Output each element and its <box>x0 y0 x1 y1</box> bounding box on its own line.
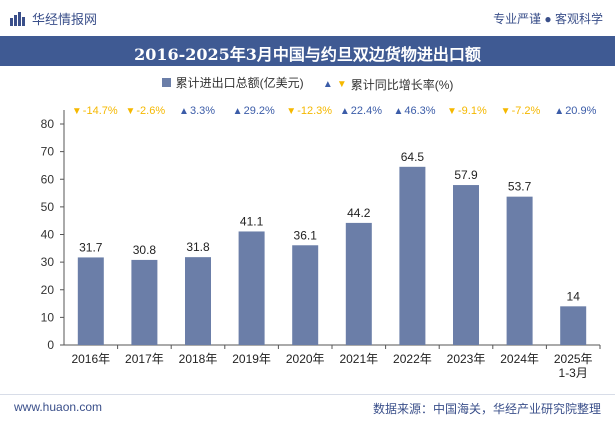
bar <box>185 257 211 345</box>
y-tick-label: 0 <box>47 338 54 352</box>
x-tick-label: 2024年 <box>500 352 539 366</box>
legend-swatch-bar <box>161 78 171 87</box>
bar <box>77 257 104 345</box>
growth-down-triangle: ▼ <box>447 106 457 117</box>
footer-bar <box>0 394 615 428</box>
growth-up-triangle: ▲ <box>393 106 403 117</box>
y-tick-label: 10 <box>41 310 55 324</box>
growth-up-triangle: ▲ <box>340 106 350 117</box>
y-tick-label: 20 <box>41 283 55 297</box>
legend-item-total: 累计进出口总额(亿美元) <box>161 74 304 91</box>
triangle-down-icon: ▼ <box>336 79 347 90</box>
legend-label-total: 累计进出口总额(亿美元) <box>175 76 304 90</box>
growth-rate-label: -7.2% <box>512 105 541 117</box>
bar <box>560 306 587 345</box>
x-tick-label: 2017年 <box>125 352 164 366</box>
growth-rate-label: -14.7% <box>83 105 118 117</box>
legend-label-growth: 累计同比增长率(%) <box>350 78 454 92</box>
bar <box>453 185 479 345</box>
y-tick-label: 60 <box>41 172 55 186</box>
bar-value-label: 57.9 <box>454 168 478 182</box>
bar-value-label: 53.7 <box>508 180 532 194</box>
bar-value-label: 31.7 <box>79 240 103 254</box>
x-tick-label: 2022年 <box>393 352 432 366</box>
y-tick-label: 30 <box>41 255 55 269</box>
growth-rate-label: -12.3% <box>297 105 332 117</box>
legend-item-growth: ▲ ▼ 累计同比增长率(%) <box>323 76 453 93</box>
brand: 华经情报网 <box>10 9 97 28</box>
growth-down-triangle: ▼ <box>72 106 82 117</box>
x-tick-label: 2020年 <box>286 352 325 366</box>
bar-value-label: 44.2 <box>347 206 371 220</box>
bar <box>506 196 533 345</box>
growth-rate-label: -2.6% <box>136 105 165 117</box>
x-tick-label: 2021年 <box>339 352 378 366</box>
footer-website: www.huaon.com <box>14 400 103 414</box>
brand-name: 华经情报网 <box>32 12 98 27</box>
x-tick-label: 2023年 <box>447 352 486 366</box>
brand-logo-icon <box>10 11 25 26</box>
bar-value-label: 64.5 <box>401 150 425 164</box>
growth-down-triangle: ▼ <box>125 106 135 117</box>
bar <box>345 222 372 345</box>
bar <box>292 245 319 345</box>
growth-rate-label: 29.2% <box>244 105 275 117</box>
bar <box>399 166 426 345</box>
growth-up-triangle: ▲ <box>233 106 243 117</box>
x-tick-label: 1-3月 <box>559 366 588 380</box>
bar-value-label: 36.1 <box>294 228 318 242</box>
y-tick-label: 70 <box>41 145 55 159</box>
bar <box>238 231 265 345</box>
bar-value-label: 41.1 <box>240 214 264 228</box>
x-tick-label: 2019年 <box>232 352 271 366</box>
growth-down-triangle: ▼ <box>286 106 296 117</box>
growth-rate-label: 22.4% <box>351 105 382 117</box>
growth-rate-label: 20.9% <box>565 105 596 117</box>
y-tick-label: 50 <box>41 200 55 214</box>
legend: 累计进出口总额(亿美元) ▲ ▼ 累计同比增长率(%) <box>0 74 615 93</box>
bar-value-label: 31.8 <box>186 240 210 254</box>
tagline: 专业严谨 ● 客观科学 <box>493 12 603 26</box>
growth-rate-label: -9.1% <box>458 105 487 117</box>
growth-up-triangle: ▲ <box>179 106 189 117</box>
triangle-up-icon: ▲ <box>322 79 333 90</box>
x-tick-label: 2016年 <box>71 352 110 366</box>
y-tick-label: 80 <box>41 117 55 131</box>
footer-source: 数据来源：中国海关，华经产业研究院整理 <box>372 402 601 416</box>
growth-rate-label: 46.3% <box>404 105 435 117</box>
x-tick-label: 2018年 <box>179 352 218 366</box>
x-tick-label: 2025年 <box>554 352 593 366</box>
chart-title: 2016-2025年3月中国与约旦双边货物进出口额 <box>134 45 481 64</box>
bar-value-label: 30.8 <box>133 243 157 257</box>
y-tick-label: 40 <box>41 228 55 242</box>
growth-rate-label: 3.3% <box>190 105 215 117</box>
growth-down-triangle: ▼ <box>501 106 511 117</box>
title-bar <box>0 36 615 66</box>
growth-up-triangle: ▲ <box>554 106 564 117</box>
bar-value-label: 14 <box>567 289 581 303</box>
top-bar: 华经情报网 专业严谨 ● 客观科学 <box>0 0 615 36</box>
bar <box>131 259 158 345</box>
